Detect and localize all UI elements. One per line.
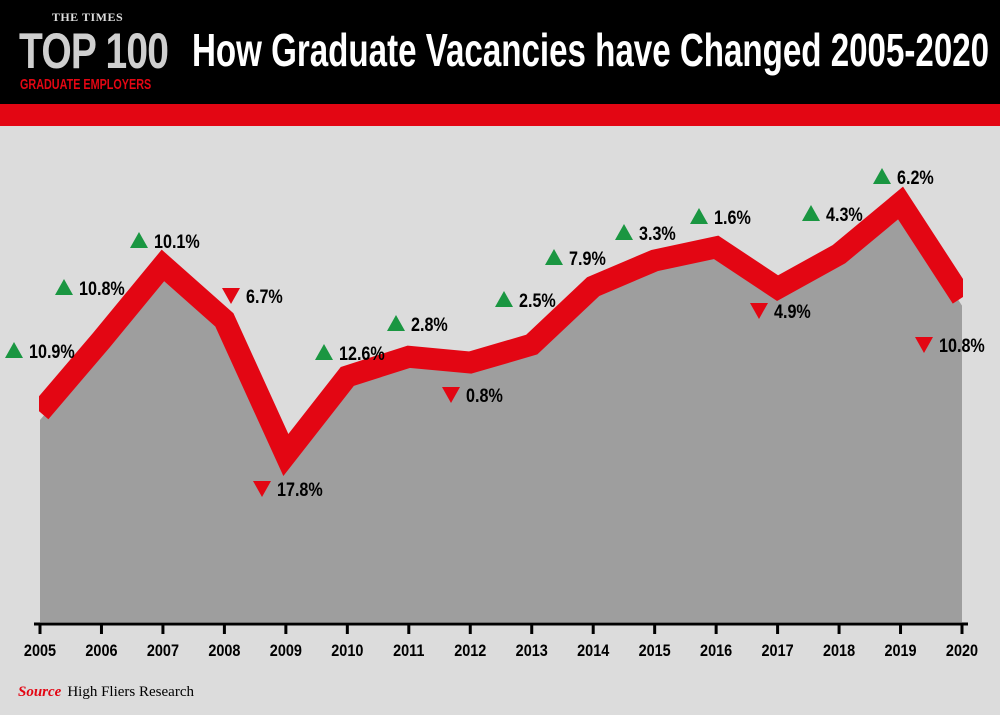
x-tick-label: 2017 [762,642,794,660]
down-arrow-icon [750,303,768,319]
red-band [0,104,1000,126]
x-tick-label: 2010 [331,642,363,660]
change-label: 0.8% [466,385,503,407]
change-label: 12.6% [339,343,385,365]
series-line [31,186,972,477]
x-tick-label: 2015 [639,642,671,660]
area-fill [40,211,962,622]
x-tick-label: 2009 [270,642,302,660]
change-label: 17.8% [277,479,323,501]
up-arrow-icon [130,232,148,248]
x-tick-label: 2020 [946,642,978,660]
change-label: 7.9% [569,248,606,270]
x-tick-label: 2007 [147,642,179,660]
change-label: 2.8% [411,314,448,336]
down-arrow-icon [442,387,460,403]
up-arrow-icon [802,205,820,221]
down-arrow-icon [222,288,240,304]
x-tick-label: 2016 [700,642,732,660]
up-arrow-icon [495,291,513,307]
header-bar [0,0,1000,104]
change-label: 10.8% [79,278,125,300]
x-tick-label: 2012 [454,642,486,660]
up-arrow-icon [55,279,73,295]
left-edge [0,380,39,460]
up-arrow-icon [873,168,891,184]
source-note: Source High Fliers Research [18,684,194,701]
change-label: 4.3% [826,204,863,226]
x-tick-label: 2005 [24,642,56,660]
up-arrow-icon [545,249,563,265]
x-tick-label: 2014 [577,642,609,660]
source-text: High Fliers Research [67,684,194,700]
change-label: 4.9% [774,301,811,323]
change-label: 6.7% [246,286,283,308]
x-tick-label: 2011 [393,642,425,660]
source-label: Source [18,684,62,700]
change-label: 10.9% [29,341,75,363]
chart-title: How Graduate Vacancies have Changed 2005… [192,24,990,76]
x-tick-label: 2008 [208,642,240,660]
change-label: 6.2% [897,167,934,189]
down-arrow-icon [915,337,933,353]
change-label: 10.1% [154,231,200,253]
change-label: 3.3% [639,223,676,245]
up-arrow-icon [5,342,23,358]
up-arrow-icon [315,344,333,360]
up-arrow-icon [690,208,708,224]
up-arrow-icon [615,224,633,240]
x-tick-label: 2006 [85,642,117,660]
change-label: 1.6% [714,207,751,229]
down-arrow-icon [253,481,271,497]
change-label: 2.5% [519,290,556,312]
x-tick-label: 2013 [516,642,548,660]
logo-subtitle: GRADUATE EMPLOYERS [20,76,152,93]
logo-publisher: THE TIMES [51,10,124,24]
x-tick-label: 2019 [884,642,916,660]
area-chart: 2005 2006 2007 2008 2009 2010 2011 2012 2013 2014… [0,166,1000,661]
right-edge [963,270,1000,350]
up-arrow-icon [387,315,405,331]
x-tick-label: 2018 [823,642,855,660]
logo-top100: TOP 100 [19,23,169,79]
change-label: 10.8% [939,335,985,357]
